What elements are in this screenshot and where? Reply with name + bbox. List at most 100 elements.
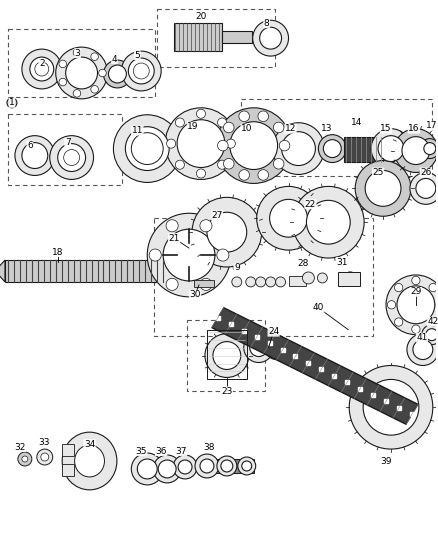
Circle shape: [387, 301, 396, 309]
Circle shape: [50, 136, 94, 180]
Ellipse shape: [74, 445, 105, 477]
Text: 23: 23: [221, 387, 233, 396]
Circle shape: [22, 456, 28, 462]
Circle shape: [221, 460, 233, 472]
Circle shape: [30, 57, 54, 81]
Circle shape: [250, 338, 268, 357]
Circle shape: [173, 455, 197, 479]
Bar: [174, 23, 222, 51]
Circle shape: [232, 277, 242, 287]
Circle shape: [73, 49, 81, 56]
Circle shape: [270, 199, 307, 237]
Bar: [344, 136, 384, 161]
Bar: [5, 260, 169, 282]
Circle shape: [239, 169, 250, 180]
Circle shape: [158, 460, 176, 478]
Text: 20: 20: [195, 12, 207, 21]
Text: 41: 41: [416, 333, 427, 342]
Circle shape: [386, 275, 438, 335]
Bar: [194, 280, 214, 287]
Circle shape: [429, 284, 437, 292]
Circle shape: [402, 136, 430, 165]
Circle shape: [163, 229, 215, 281]
Circle shape: [58, 143, 85, 172]
Bar: [207, 330, 247, 379]
Text: 37: 37: [175, 447, 187, 456]
Circle shape: [253, 20, 289, 56]
Circle shape: [371, 128, 411, 168]
Circle shape: [413, 340, 433, 360]
Text: 3: 3: [75, 49, 81, 58]
Bar: [289, 276, 307, 286]
Bar: [157, 9, 275, 67]
Circle shape: [22, 49, 62, 89]
Circle shape: [273, 122, 284, 133]
Circle shape: [103, 60, 131, 88]
Circle shape: [323, 140, 341, 158]
Circle shape: [258, 111, 268, 122]
Circle shape: [395, 284, 403, 292]
Circle shape: [166, 220, 178, 232]
Circle shape: [410, 173, 438, 204]
Circle shape: [424, 143, 436, 155]
Circle shape: [195, 454, 219, 478]
Text: 39: 39: [380, 456, 392, 465]
Text: 17: 17: [426, 121, 438, 130]
Circle shape: [66, 57, 98, 89]
Circle shape: [407, 334, 438, 366]
Circle shape: [260, 27, 282, 49]
Circle shape: [365, 171, 401, 206]
Circle shape: [355, 160, 411, 216]
Circle shape: [218, 118, 226, 127]
Circle shape: [282, 132, 315, 166]
Circle shape: [59, 78, 67, 86]
Circle shape: [397, 286, 435, 324]
Circle shape: [64, 150, 80, 166]
Text: 16: 16: [408, 124, 420, 133]
Bar: [62, 464, 74, 476]
Circle shape: [113, 115, 181, 182]
Circle shape: [213, 342, 241, 369]
Circle shape: [131, 453, 163, 485]
Text: 4: 4: [112, 54, 117, 63]
Circle shape: [303, 272, 314, 284]
Circle shape: [422, 325, 438, 345]
Circle shape: [207, 212, 247, 252]
Circle shape: [318, 135, 346, 163]
Text: 31: 31: [336, 257, 348, 266]
Text: 1: 1: [9, 98, 15, 107]
Text: 10: 10: [241, 124, 252, 133]
Circle shape: [109, 65, 126, 83]
Text: 12: 12: [285, 124, 296, 133]
Text: 13: 13: [321, 124, 332, 133]
Circle shape: [137, 459, 157, 479]
Circle shape: [318, 273, 327, 283]
Text: 6: 6: [27, 141, 33, 150]
Circle shape: [239, 111, 250, 122]
Circle shape: [217, 456, 237, 476]
Circle shape: [412, 325, 420, 333]
Text: 26: 26: [420, 168, 431, 177]
Polygon shape: [0, 260, 5, 282]
Circle shape: [429, 318, 437, 326]
Circle shape: [99, 69, 106, 77]
Circle shape: [196, 109, 205, 118]
Text: 5: 5: [134, 51, 140, 60]
Bar: [222, 31, 252, 43]
Text: 35: 35: [135, 447, 147, 456]
Circle shape: [256, 277, 265, 287]
Circle shape: [395, 318, 403, 326]
Circle shape: [307, 200, 350, 244]
Text: 30: 30: [189, 290, 201, 300]
Text: 11: 11: [131, 126, 143, 135]
Text: 21: 21: [169, 233, 180, 243]
Text: 29: 29: [410, 287, 421, 296]
Circle shape: [238, 457, 256, 475]
Circle shape: [416, 179, 436, 198]
Circle shape: [343, 272, 357, 286]
Circle shape: [378, 136, 404, 161]
Circle shape: [15, 136, 55, 175]
Circle shape: [177, 120, 225, 167]
Circle shape: [59, 60, 67, 68]
Circle shape: [37, 449, 53, 465]
